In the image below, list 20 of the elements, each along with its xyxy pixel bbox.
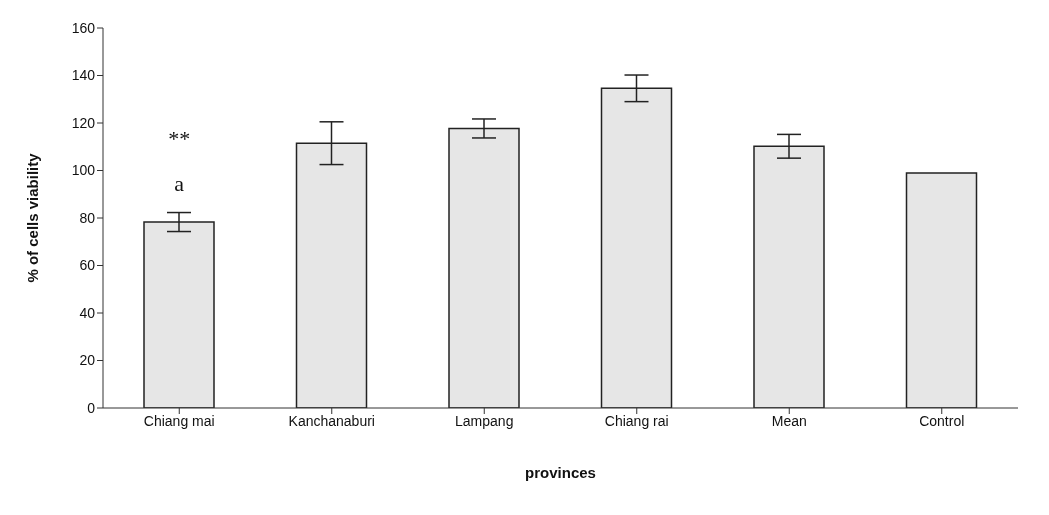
bar: [905, 172, 978, 408]
y-tick-label: 140: [71, 67, 96, 84]
annotation: a: [174, 170, 185, 196]
y-tick-label: 120: [71, 114, 96, 131]
y-axis-title: % of cells viability: [24, 152, 42, 283]
x-tick-label: Kanchanaburi: [288, 412, 375, 429]
x-tick-label: Chiang mai: [143, 412, 215, 429]
annotation: **: [168, 125, 191, 151]
y-tick-label: 40: [79, 304, 96, 321]
y-tick-label: 60: [79, 257, 96, 274]
x-tick-label: Mean: [771, 412, 807, 429]
y-tick-label: 160: [71, 19, 96, 36]
y-tick-label: 100: [71, 162, 96, 179]
x-axis-title: provinces: [525, 464, 596, 481]
x-tick-label: Control: [919, 412, 965, 429]
y-tick-label: 80: [79, 209, 96, 226]
y-tick-label: 20: [79, 352, 96, 369]
x-tick-label: Lampang: [455, 412, 514, 429]
x-tick-label: Chiang rai: [604, 412, 669, 429]
y-tick-label: 0: [87, 399, 96, 416]
